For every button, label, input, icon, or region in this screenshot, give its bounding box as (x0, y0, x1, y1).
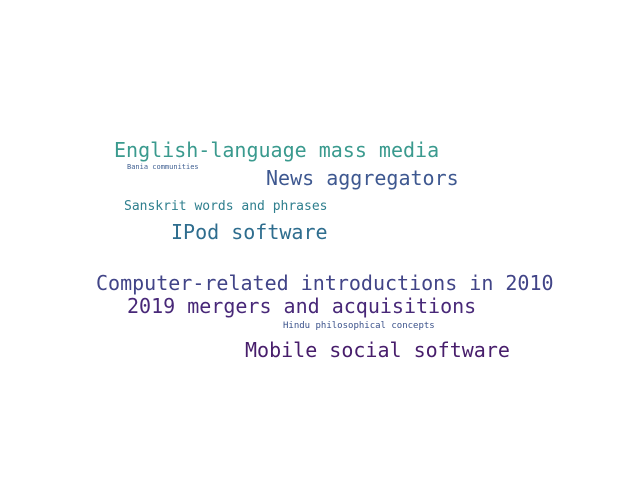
word-computer-related-introductions-2010: Computer-related introductions in 2010 (96, 271, 554, 295)
word-news-aggregators: News aggregators (266, 166, 459, 190)
word-hindu-philosophical-concepts: Hindu philosophical concepts (283, 321, 435, 331)
word-sanskrit-words-and-phrases: Sanskrit words and phrases (124, 199, 328, 214)
word-mobile-social-software: Mobile social software (245, 338, 510, 362)
word-2019-mergers-and-acquisitions: 2019 mergers and acquisitions (127, 294, 477, 318)
word-english-language-mass-media: English-language mass media (114, 138, 440, 162)
word-bania-communities: Bania communities (127, 163, 199, 171)
word-ipod-software: IPod software (171, 220, 328, 244)
